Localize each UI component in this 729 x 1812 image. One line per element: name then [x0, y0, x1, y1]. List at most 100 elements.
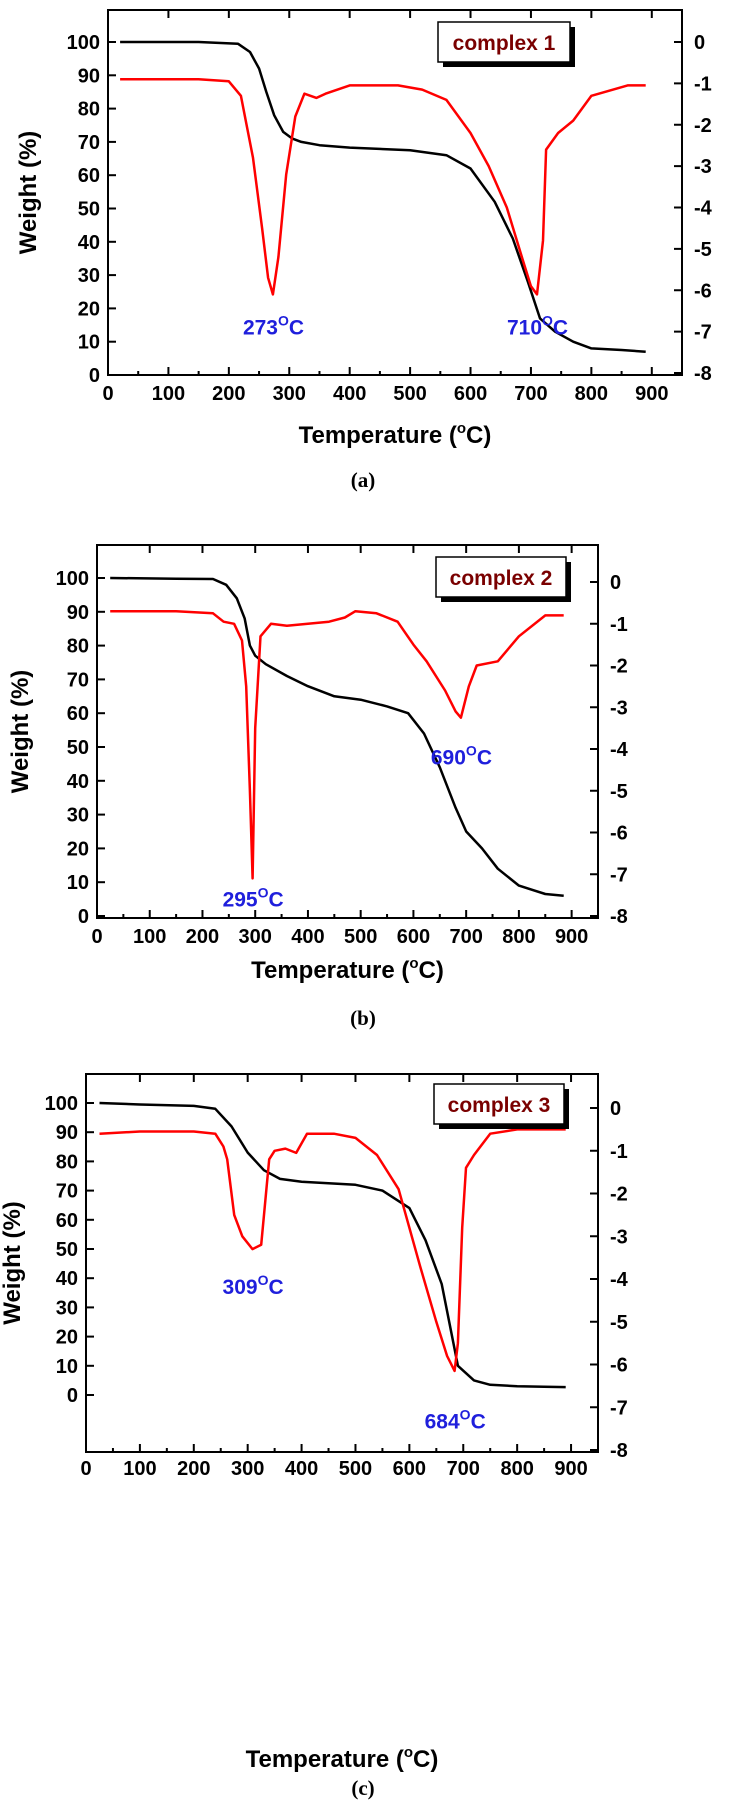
y-tick-label: 20 [67, 838, 89, 860]
y-tick-label: 80 [56, 1151, 78, 1173]
x-tick-label: 0 [91, 926, 102, 948]
x-tick-label: 800 [502, 926, 535, 948]
y-tick-label: 0 [78, 906, 89, 928]
y-tick-label: 100 [45, 1093, 78, 1115]
x-tick-label: 300 [239, 926, 272, 948]
y-tick-label: 10 [78, 332, 100, 354]
x-tick-label: 300 [273, 383, 306, 405]
peak-temperature-label: 309OC [223, 1272, 284, 1299]
y2-tick-label: 0 [610, 1098, 621, 1120]
y2-tick-label: -2 [694, 115, 712, 137]
x-tick-label: 100 [152, 383, 185, 405]
legend-label: complex 1 [453, 32, 556, 55]
x-tick-label: 500 [393, 383, 426, 405]
y-tick-label: 100 [56, 568, 89, 590]
y-tick-label: 30 [56, 1297, 78, 1319]
panel-label: (b) [350, 1006, 376, 1030]
x-tick-label: 200 [186, 926, 219, 948]
y2-tick-label: -2 [610, 656, 628, 678]
y2-tick-label: -2 [610, 1184, 628, 1206]
y2-tick-label: -6 [694, 280, 712, 302]
x-tick-label: 700 [449, 926, 482, 948]
x-tick-label: 600 [393, 1458, 426, 1480]
dtg-derivative-curve [120, 77, 646, 296]
legend-box [435, 556, 567, 598]
x-axis-title: Temperature (oC) [299, 420, 492, 449]
plot-frame [107, 9, 683, 376]
y-tick-label: 0 [67, 1385, 78, 1407]
y-tick-label: 90 [78, 65, 100, 87]
y2-tick-label: -6 [610, 1355, 628, 1377]
x-tick-label: 0 [80, 1458, 91, 1480]
y2-tick-label: -5 [610, 781, 628, 803]
x-tick-label: 900 [635, 383, 668, 405]
y-tick-label: 40 [56, 1268, 78, 1290]
y2-tick-label: -1 [610, 614, 628, 636]
y2-tick-label: -7 [694, 322, 712, 344]
y-tick-label: 60 [67, 703, 89, 725]
x-tick-label: 700 [514, 383, 547, 405]
legend-box [433, 1083, 565, 1125]
y2-tick-label: -5 [694, 239, 712, 261]
x-tick-label: 900 [554, 1458, 587, 1480]
y2-tick-label: -8 [610, 1440, 628, 1462]
y-tick-label: 70 [78, 132, 100, 154]
y-tick-label: 90 [56, 1122, 78, 1144]
x-tick-label: 900 [555, 926, 588, 948]
x-tick-label: 300 [231, 1458, 264, 1480]
x-tick-label: 600 [397, 926, 430, 948]
y2-tick-label: -7 [610, 864, 628, 886]
plot-frame [85, 1073, 599, 1453]
x-tick-label: 100 [133, 926, 166, 948]
x-tick-label: 400 [333, 383, 366, 405]
y-tick-label: 20 [56, 1327, 78, 1349]
y-tick-label: 50 [56, 1239, 78, 1261]
y-axis-title: Weight (%) [0, 1201, 26, 1325]
y2-tick-label: -4 [694, 198, 713, 220]
y-tick-label: 50 [67, 737, 89, 759]
chart-panel-1: 0 100 200 300 400 500 600 700 800 900010203040506… [15, 9, 713, 492]
peak-temperature-label: 690OC [431, 742, 492, 769]
tga-weight-curve [99, 1101, 566, 1389]
x-tick-label: 500 [344, 926, 377, 948]
x-tick-label: 400 [285, 1458, 318, 1480]
y-axis-title: Weight (%) [15, 131, 42, 255]
peak-temperature-label: 684OC [425, 1407, 486, 1434]
legend-label: complex 3 [448, 1094, 551, 1117]
y2-tick-label: 0 [694, 32, 705, 54]
panel-label: (a) [351, 468, 376, 492]
tga-weight-curve [110, 576, 564, 897]
peak-temperature-label: 710OC [507, 313, 568, 340]
plot-frame [96, 544, 599, 919]
chart-panel-3: 0 100 200 300 400 500 600 700 800 900010203040506… [0, 1073, 629, 1800]
x-tick-label: 200 [212, 383, 245, 405]
tga-weight-curve [120, 40, 646, 353]
y-tick-label: 50 [78, 199, 100, 221]
chart-panel-2: 0 100 200 300 400 500 600 700 800 900010203040506… [7, 544, 629, 1030]
peak-temperature-label: 273OC [243, 313, 304, 340]
y2-tick-label: -3 [610, 697, 628, 719]
x-tick-label: 600 [454, 383, 487, 405]
y2-tick-label: 0 [610, 572, 621, 594]
dtg-derivative-curve [99, 1128, 566, 1373]
y2-tick-label: -6 [610, 823, 628, 845]
y2-tick-label: -7 [610, 1397, 628, 1419]
y-tick-label: 80 [78, 99, 100, 121]
x-tick-label: 200 [177, 1458, 210, 1480]
y-tick-label: 40 [67, 771, 89, 793]
y-tick-label: 60 [78, 165, 100, 187]
x-axis-title: Temperature (oC) [251, 955, 444, 984]
panel-label: (c) [351, 1776, 374, 1800]
x-tick-label: 800 [500, 1458, 533, 1480]
x-tick-label: 800 [575, 383, 608, 405]
y2-tick-label: -1 [694, 73, 712, 95]
peak-temperature-label: 295OC [223, 884, 284, 911]
y2-tick-label: -3 [694, 156, 712, 178]
y-tick-label: 70 [56, 1181, 78, 1203]
y-axis-title: Weight (%) [7, 670, 34, 794]
legend-label: complex 2 [450, 567, 553, 590]
x-tick-label: 400 [291, 926, 324, 948]
x-tick-label: 0 [102, 383, 113, 405]
y-tick-label: 10 [67, 872, 89, 894]
